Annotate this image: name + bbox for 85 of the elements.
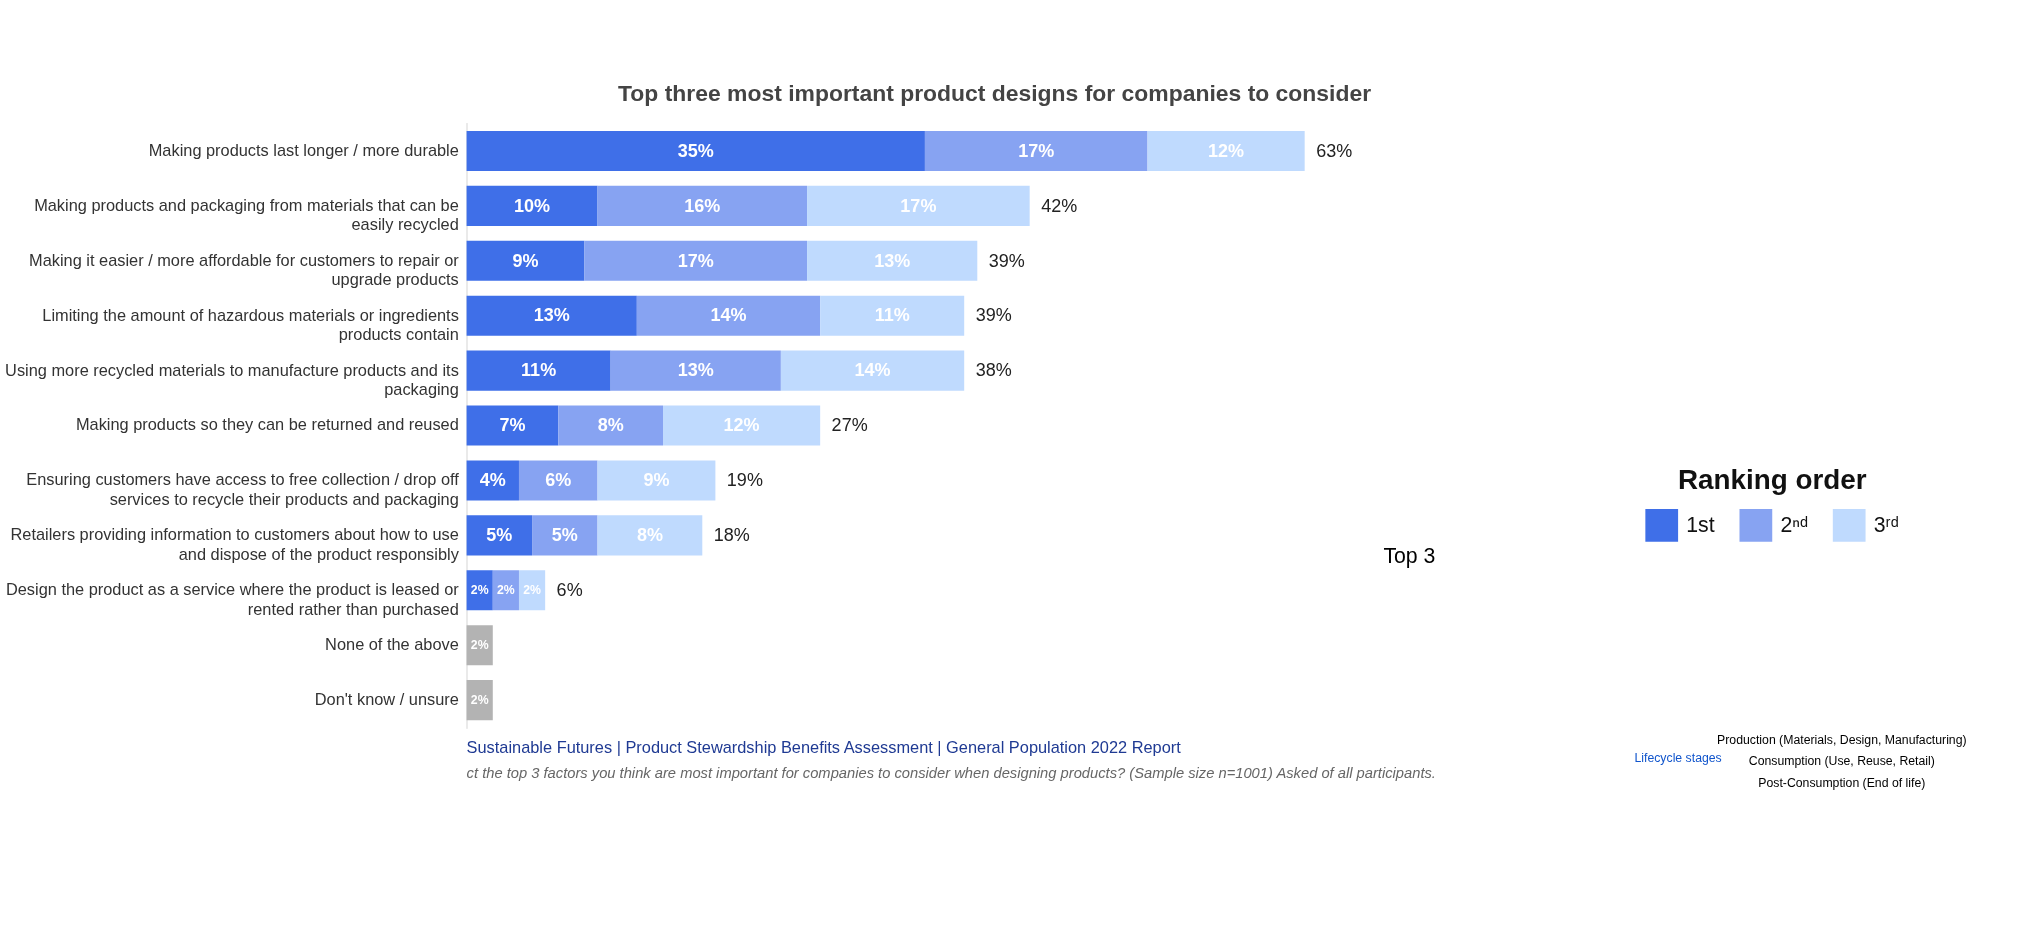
bar bbox=[820, 295, 965, 336]
data-label: 17% bbox=[1018, 140, 1055, 161]
bar bbox=[663, 405, 821, 446]
data-label: 13% bbox=[677, 360, 714, 381]
bar bbox=[466, 460, 519, 501]
data-label: 12% bbox=[1208, 140, 1245, 161]
data-label: 12% bbox=[723, 415, 760, 436]
y-tick-label: Ensuring customers have access to free collection / drop off services to recycle their products and packaging bbox=[26, 470, 460, 509]
y-tick-label: Making products so they can be returned and reused bbox=[75, 415, 459, 434]
y-tick-label: Don't know / unsure bbox=[314, 690, 459, 709]
data-label: 2% bbox=[523, 583, 542, 598]
total-label: 38% bbox=[975, 360, 1012, 381]
y-tick-label: Limiting the amount of hazardous materials or ingredients products contain bbox=[42, 305, 459, 344]
y-tick-label: Design the product as a service where the product is leased or rented rather than purchased bbox=[5, 580, 460, 618]
legend-label: 2ⁿᵈ bbox=[1780, 512, 1809, 537]
y-tick-label: None of the above bbox=[325, 635, 459, 654]
bar bbox=[466, 240, 585, 281]
data-label: 16% bbox=[684, 195, 721, 216]
total-label: 39% bbox=[975, 305, 1012, 326]
text: ct the top 3 factors you think are most important for companies to consider when designing products? (Sample size n=1001) Asked of all participants. bbox=[466, 765, 1436, 782]
data-label: 17% bbox=[900, 195, 937, 216]
legend-title: Ranking order bbox=[1677, 463, 1867, 495]
text: Lifecycle stages bbox=[1634, 750, 1722, 765]
data-label: 8% bbox=[597, 415, 624, 436]
bar bbox=[636, 295, 821, 336]
data-label: 17% bbox=[677, 250, 714, 271]
total-label: 39% bbox=[988, 250, 1025, 271]
bar bbox=[807, 240, 978, 281]
bar bbox=[597, 460, 716, 501]
data-label: 4% bbox=[479, 470, 506, 491]
total-label: 6% bbox=[556, 580, 583, 601]
bar bbox=[466, 185, 598, 226]
bar bbox=[924, 130, 1148, 171]
y-tick-label: Retailers providing information to customers about how to use and dispose of the product responsibly bbox=[10, 525, 460, 563]
data-label: 13% bbox=[874, 250, 911, 271]
bar bbox=[466, 405, 559, 446]
data-label: 10% bbox=[514, 195, 551, 216]
data-label: 13% bbox=[533, 305, 570, 326]
text: Consumption (Use, Reuse, Retail) bbox=[1748, 754, 1935, 769]
bar bbox=[466, 295, 637, 336]
y-tick-label: Making it easier / more affordable for customers to repair or upgrade products bbox=[29, 250, 460, 289]
legend-label: 3ʳᵈ bbox=[1873, 512, 1899, 537]
bar bbox=[466, 130, 925, 171]
data-label: 14% bbox=[854, 360, 891, 381]
data-label: 14% bbox=[710, 305, 747, 326]
total-label: 27% bbox=[831, 415, 868, 436]
data-label: 11% bbox=[521, 360, 557, 381]
bar bbox=[1147, 130, 1305, 171]
bar bbox=[558, 405, 664, 446]
bar bbox=[597, 515, 703, 556]
y-tick-label: Making products and packaging from materials that can be easily recycled bbox=[34, 195, 459, 234]
data-label: 11% bbox=[874, 305, 910, 326]
y-tick-label: Making products last longer / more durable bbox=[148, 140, 459, 159]
data-label: 35% bbox=[677, 140, 714, 161]
bar bbox=[807, 185, 1030, 226]
bar bbox=[597, 185, 808, 226]
legend-label: 1st bbox=[1686, 512, 1715, 537]
total-label: 18% bbox=[713, 525, 750, 546]
total-label: 63% bbox=[1316, 140, 1353, 161]
text: Production (Materials, Design, Manufacturing) bbox=[1717, 732, 1967, 747]
data-label: 2% bbox=[470, 638, 489, 653]
data-label: 2% bbox=[470, 583, 489, 598]
bar bbox=[532, 515, 598, 556]
text: Post-Consumption (End of life) bbox=[1758, 775, 1926, 790]
bar bbox=[466, 350, 611, 391]
bar bbox=[584, 240, 808, 281]
data-label: 7% bbox=[499, 415, 526, 436]
chart-title: Top three most important product designs for companies to consider bbox=[618, 80, 1372, 107]
bar bbox=[518, 460, 598, 501]
bar bbox=[780, 350, 965, 391]
data-label: 5% bbox=[486, 525, 513, 546]
y-tick-label: Using more recycled materials to manufacture products and its packaging bbox=[5, 360, 459, 399]
data-label: 9% bbox=[512, 250, 539, 271]
text: Sustainable Futures | Product Stewardship Benefits Assessment | General Population 2022 Report bbox=[466, 737, 1182, 756]
text: Top 3 bbox=[1383, 544, 1436, 569]
total-label: 19% bbox=[726, 470, 763, 491]
total-label: 42% bbox=[1041, 195, 1078, 216]
bar bbox=[466, 515, 533, 556]
data-label: 9% bbox=[643, 470, 670, 491]
bar bbox=[610, 350, 781, 391]
data-label: 5% bbox=[551, 525, 578, 546]
data-label: 2% bbox=[497, 583, 515, 598]
data-label: 2% bbox=[470, 693, 489, 708]
data-label: 6% bbox=[545, 470, 572, 491]
data-label: 8% bbox=[636, 525, 663, 546]
